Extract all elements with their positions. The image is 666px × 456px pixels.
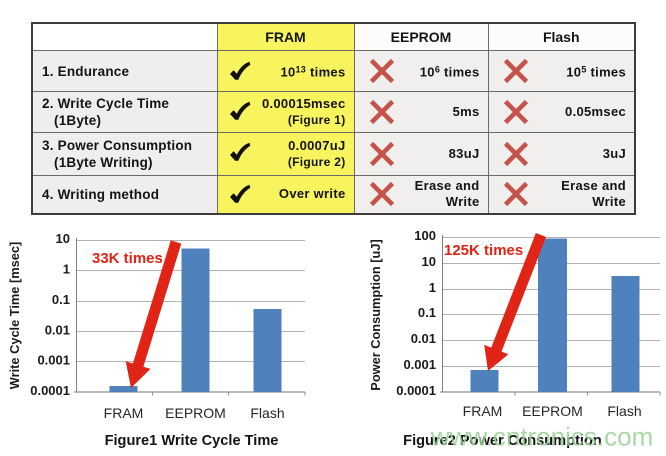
svg-text:EEPROM: EEPROM — [522, 403, 583, 419]
svg-text:0.001: 0.001 — [37, 353, 70, 368]
svg-text:0.0001: 0.0001 — [396, 383, 436, 398]
svg-text:0.0001: 0.0001 — [30, 383, 70, 398]
svg-text:Flash: Flash — [607, 403, 641, 419]
svg-text:0.1: 0.1 — [52, 292, 70, 307]
svg-text:FRAM: FRAM — [104, 405, 144, 421]
svg-text:1: 1 — [429, 280, 436, 295]
svg-text:Figure2 Power Consumption: Figure2 Power Consumption — [403, 433, 602, 449]
svg-text:Figure1 Write Cycle Time: Figure1 Write Cycle Time — [105, 433, 279, 449]
svg-text:0.001: 0.001 — [403, 357, 436, 372]
svg-text:0.1: 0.1 — [418, 305, 436, 320]
svg-text:Power Consumption [uJ]: Power Consumption [uJ] — [368, 239, 383, 390]
svg-text:www.cntronics.com: www.cntronics.com — [430, 422, 654, 452]
svg-text:FRAM: FRAM — [463, 403, 503, 419]
svg-text:125K times: 125K times — [444, 242, 523, 259]
svg-text:0.01: 0.01 — [45, 323, 70, 338]
svg-text:1: 1 — [63, 262, 70, 277]
svg-text:Write Cycle Time [msec]: Write Cycle Time [msec] — [7, 242, 22, 389]
svg-text:0.01: 0.01 — [411, 331, 436, 346]
svg-text:Flash: Flash — [250, 405, 284, 421]
svg-text:10: 10 — [56, 231, 70, 246]
svg-text:100: 100 — [414, 228, 436, 243]
svg-text:10: 10 — [422, 254, 436, 269]
svg-text:33K times: 33K times — [92, 250, 163, 267]
svg-text:EEPROM: EEPROM — [165, 405, 226, 421]
